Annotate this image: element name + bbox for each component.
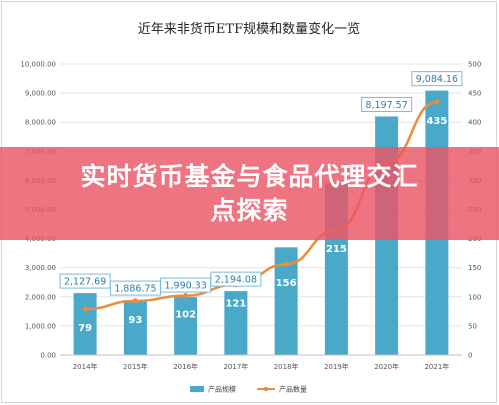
right-tick-label: 100 (468, 293, 481, 301)
left-tick-label: 2,000.00 (25, 293, 56, 301)
x-tick-label: 2016年 (173, 362, 198, 371)
line-value-label: 435 (426, 116, 447, 127)
line-point (132, 298, 138, 304)
x-tick-label: 2020年 (374, 362, 399, 371)
x-tick-label: 2019年 (324, 362, 349, 371)
x-tick-label: 2017年 (223, 362, 248, 371)
banner-text: 实时货币基金与食品代理交汇 点探索 (0, 160, 499, 228)
line-value-label: 121 (225, 299, 246, 310)
line-value-label: 79 (78, 323, 92, 334)
line-point (283, 261, 289, 267)
right-tick-label: 400 (468, 119, 481, 127)
left-tick-label: 8,000.00 (25, 119, 56, 127)
bar (174, 297, 198, 355)
bar (274, 247, 298, 355)
banner-line-2: 点探索 (210, 196, 289, 225)
line-value-label: 215 (326, 244, 347, 255)
bar-label-box (411, 71, 463, 87)
x-tick-label: 2018年 (274, 362, 299, 371)
bar-value-label: 2,127.69 (64, 277, 106, 288)
left-tick-label: 10,000.00 (20, 61, 56, 69)
right-tick-label: 50 (468, 322, 477, 330)
bar-value-label: 8,197.57 (365, 100, 407, 111)
legend-label-line: 产品数量 (279, 385, 307, 394)
legend-label-bar: 产品规模 (208, 385, 236, 394)
bar-value-label: 1,990.33 (164, 281, 206, 292)
line-point (82, 306, 88, 312)
bar-value-label: 1,886.75 (114, 284, 156, 295)
labels-layer: 2,127.69 1,886.75 1,990.33 2,194.08 8,197.57… (59, 71, 463, 334)
bar-label-box (210, 271, 262, 287)
right-tick-label: 500 (468, 61, 481, 69)
banner-line-1: 实时货币基金与食品代理交汇 (80, 162, 419, 191)
bar-value-label: 2,194.08 (215, 275, 257, 286)
title-banner (0, 147, 499, 240)
chart-title: 近年来非货币ETF规模和数量变化一览 (138, 21, 360, 37)
legend: 产品规模 产品数量 (190, 385, 307, 394)
x-tick-label: 2014年 (73, 362, 98, 371)
x-tick-label: 2021年 (424, 362, 449, 371)
right-tick-label: 450 (468, 90, 481, 98)
left-tick-label: 0.00 (40, 352, 56, 360)
left-tick-label: 1,000.00 (25, 322, 56, 330)
bar (224, 291, 248, 355)
line-value-label: 102 (175, 310, 196, 321)
left-tick-label: 9,000.00 (25, 90, 56, 98)
right-tick-label: 150 (468, 264, 481, 272)
bar-value-label: 9,084.16 (416, 74, 458, 85)
bar-label-box (361, 96, 413, 112)
legend-swatch-bar (190, 386, 204, 392)
left-tick-label: 3,000.00 (25, 264, 56, 272)
line-point (434, 99, 440, 105)
line-value-label: 93 (128, 315, 142, 326)
bar (123, 300, 147, 355)
legend-swatch-marker (263, 386, 269, 392)
line-value-label: 156 (276, 278, 297, 289)
right-tick-label: 0 (468, 352, 472, 360)
line-point (183, 293, 189, 299)
x-tick-label: 2015年 (123, 362, 148, 371)
